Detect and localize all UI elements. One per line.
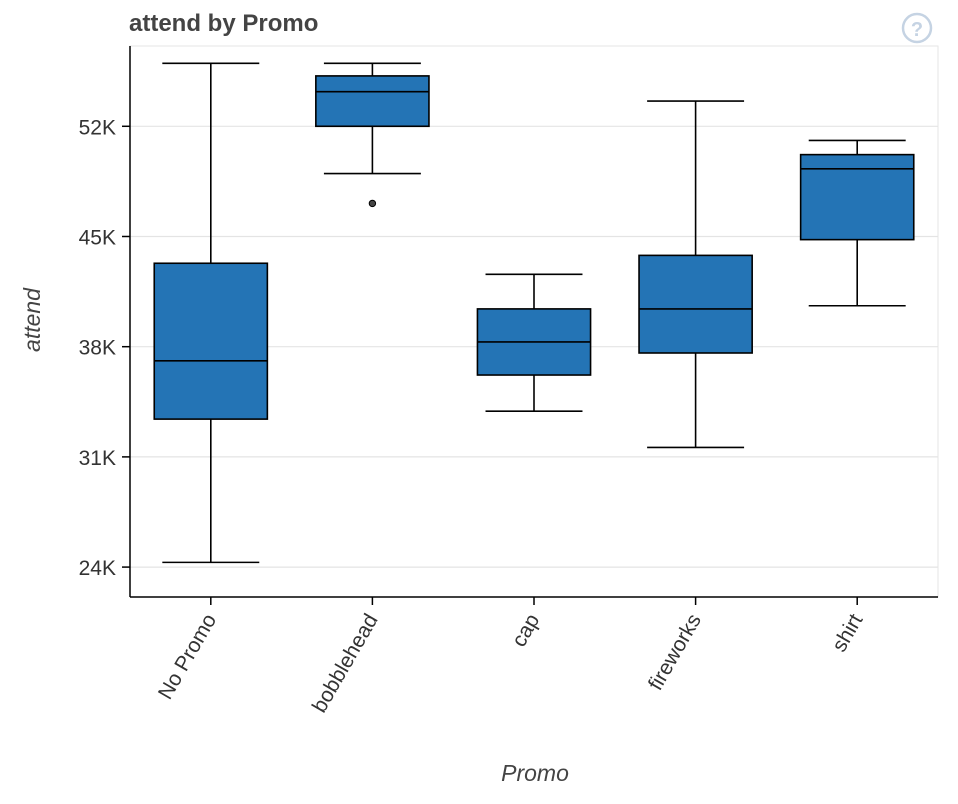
y-tick-label: 24K <box>79 557 116 580</box>
box-iqr <box>153 262 269 420</box>
help-button[interactable]: ? <box>901 12 933 44</box>
chart-title: attend by Promo <box>129 10 318 37</box>
box-bobblehead <box>315 62 430 208</box>
y-tick-label: 31K <box>79 447 116 470</box>
x-tick-label: cap <box>507 610 544 651</box>
question-circle-icon[interactable]: ? <box>911 19 923 41</box>
box-plots <box>153 62 915 564</box>
help-circle[interactable] <box>901 12 933 44</box>
box-iqr <box>638 254 753 354</box>
box-iqr <box>315 75 430 128</box>
box-fireworks <box>638 100 753 449</box>
y-tick-label: 38K <box>79 337 116 360</box>
box-no-promo <box>153 62 269 564</box>
y-axis-label: attend <box>19 287 45 352</box>
x-tick-label: shirt <box>828 610 868 656</box>
box-iqr <box>799 153 915 241</box>
x-axis-label: Promo <box>501 760 569 786</box>
box-cap <box>476 273 592 413</box>
x-tick-label: fireworks <box>644 610 706 694</box>
x-tick-label: No Promo <box>154 610 221 703</box>
x-tick-label: bobblehead <box>308 610 383 717</box>
y-tick-label: 52K <box>79 116 116 139</box>
outlier-point <box>368 199 377 208</box>
box-shirt <box>799 139 915 307</box>
y-tick-label: 45K <box>79 226 116 249</box>
